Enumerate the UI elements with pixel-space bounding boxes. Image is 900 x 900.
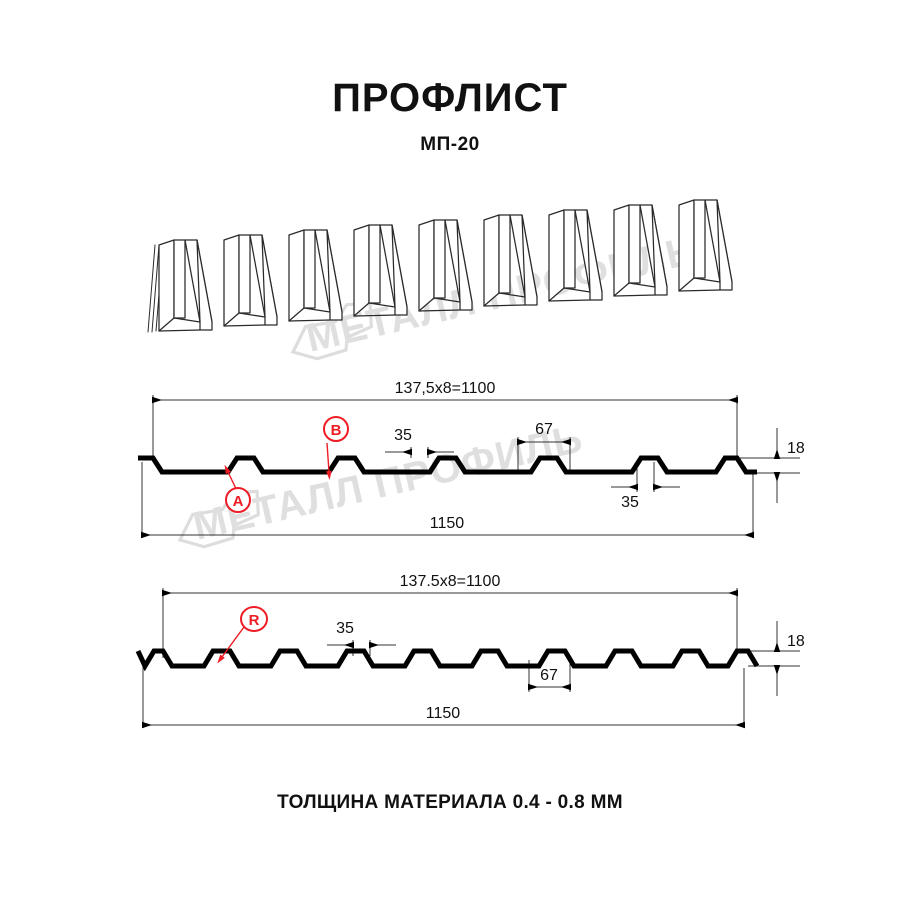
cross-section-bottom: 137.5x8=1100 1150 35 67 (135, 573, 805, 729)
title-block: ПРОФЛИСТ МП-20 (0, 78, 900, 154)
dim-top-1100 (152, 395, 738, 462)
isometric-profile-view (147, 199, 733, 333)
dim-height-18-label: 18 (787, 440, 805, 457)
dim-rib-35-b (327, 640, 396, 656)
profile-outline-top (138, 455, 757, 475)
dim-top-1100-b-label: 137.5x8=1100 (400, 573, 501, 590)
page-title: ПРОФЛИСТ (332, 76, 568, 120)
dim-valley-67-label: 67 (535, 421, 553, 438)
dim-top-1100-b (162, 588, 738, 658)
dim-rib-35-b-label: 35 (336, 620, 354, 637)
dim-height-18-b-label: 18 (787, 633, 805, 650)
dim-rib-35-upper (385, 447, 454, 458)
marker-a-circle (225, 487, 251, 513)
dim-top-1100-label: 137,5x8=1100 (395, 380, 496, 397)
dim-bottom-1150-b (142, 660, 745, 729)
dim-bottom-1150-b-label: 1150 (426, 705, 461, 722)
watermark-text: МЕТАЛЛ ПРОФИЛЬ (189, 416, 587, 548)
marker-a: A (224, 464, 251, 513)
brand-logo-mark (177, 489, 260, 549)
marker-b-label: B (331, 422, 342, 439)
footer-block: ТОЛЩИНА МАТЕРИАЛА 0.4 - 0.8 ММ (0, 792, 900, 814)
dim-valley-67 (517, 437, 571, 470)
dim-rib-35-upper-label: 35 (394, 427, 412, 444)
marker-b-circle (323, 416, 349, 442)
profile-outline-bottom (135, 648, 760, 672)
dim-rib-35-lower-label: 35 (621, 494, 639, 511)
model-subtitle: МП-20 (420, 134, 480, 155)
dim-bottom-1150 (141, 462, 754, 539)
dim-height-18 (737, 428, 800, 503)
cross-section-top: 137,5x8=1100 1150 35 67 (138, 380, 805, 539)
marker-a-label: A (233, 493, 244, 510)
marker-r: R (217, 606, 268, 664)
material-thickness-note: ТОЛЩИНА МАТЕРИАЛА 0.4 - 0.8 ММ (277, 792, 623, 813)
dim-bottom-1150-label: 1150 (430, 515, 465, 532)
dim-rib-35-lower (611, 460, 680, 492)
dim-valley-67-b-label: 67 (540, 667, 558, 684)
marker-r-circle (240, 606, 268, 632)
marker-b: B (323, 416, 349, 480)
watermark-lower: МЕТАЛЛ ПРОФИЛЬ (177, 416, 587, 549)
marker-r-label: R (249, 612, 260, 629)
